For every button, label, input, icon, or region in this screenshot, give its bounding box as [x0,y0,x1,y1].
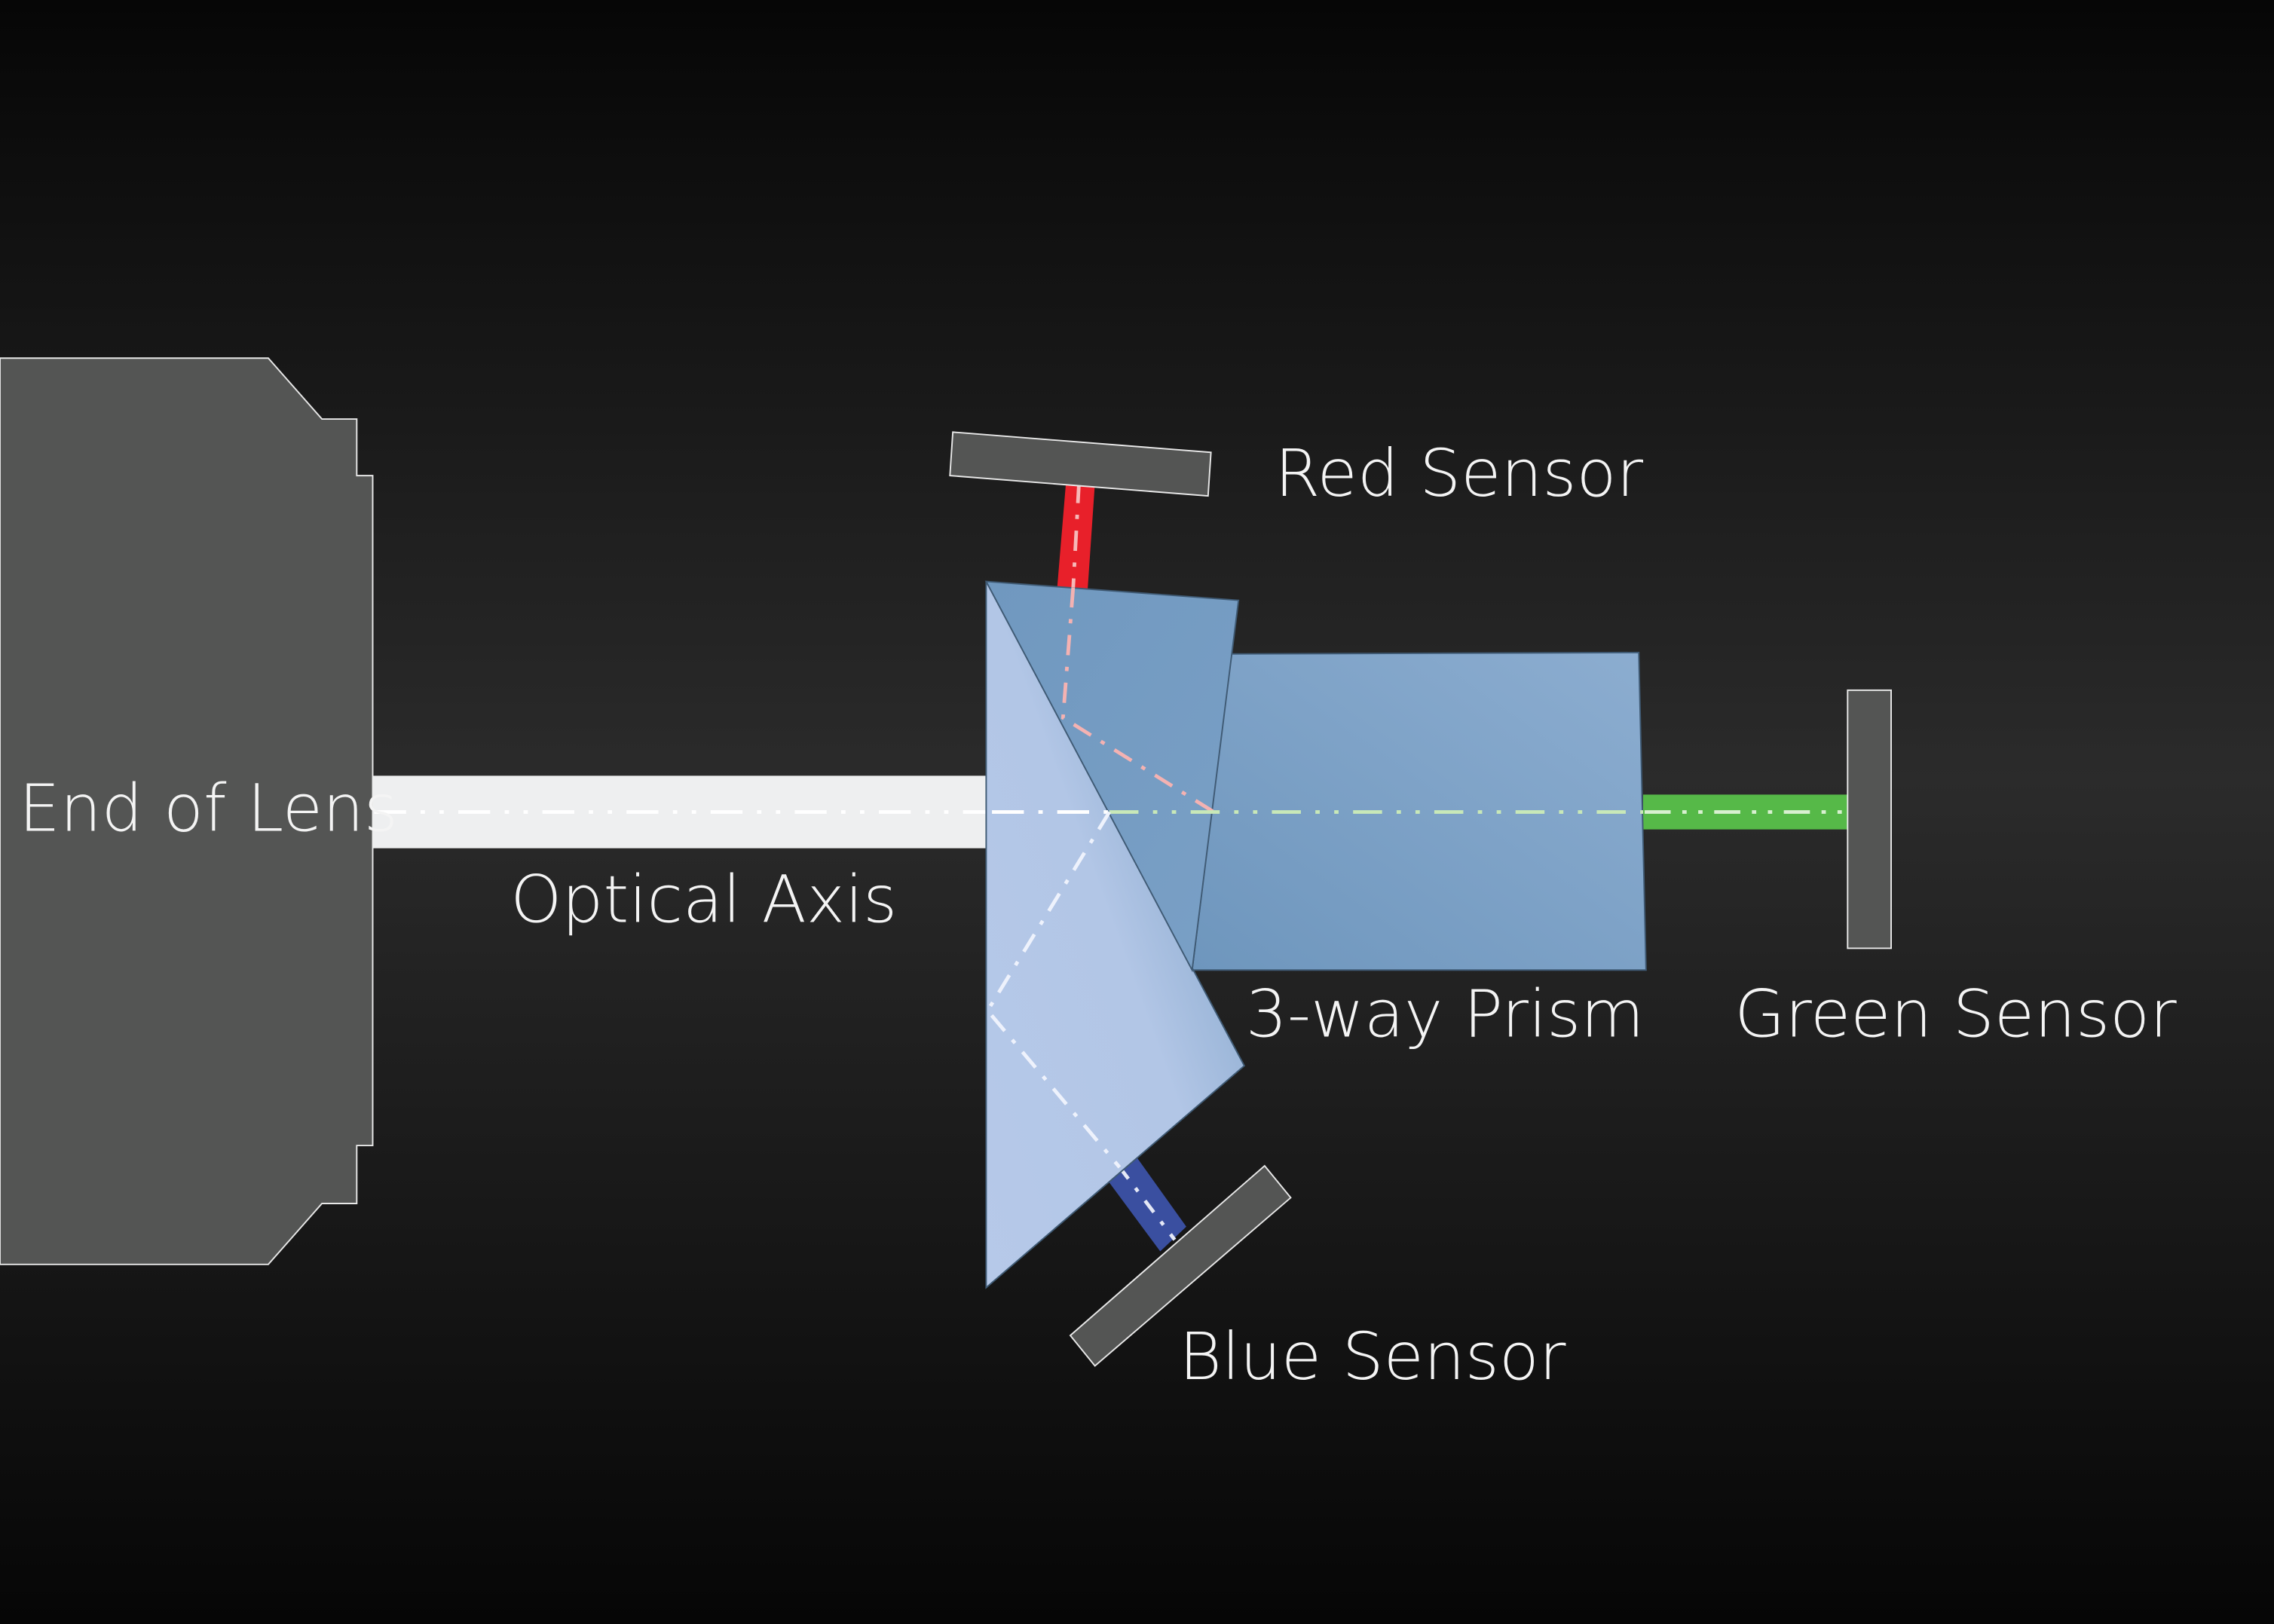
prism-label: 3-way Prism [1246,977,1645,1053]
blue-sensor [1069,1164,1292,1367]
end-of-lens-label: End of Lens [19,772,398,847]
green-sensor-label: Green Sensor [1734,977,2177,1053]
blue-internal-path [985,811,1122,1169]
green-sensor [1847,689,1892,950]
green-beam [1643,794,1848,830]
red-sensor-label: Red Sensor [1275,436,1643,512]
blue-sensor-label: Blue Sensor [1179,1320,1566,1395]
blue-beam-centerline [1118,1166,1177,1241]
red-sensor [949,431,1212,497]
optical-axis-label: Optical Axis [510,863,897,938]
lens-body [0,357,374,1265]
red-beam-centerline [1071,482,1081,588]
red-internal-path [1060,587,1215,814]
prism-wedge-upper [984,580,1240,973]
